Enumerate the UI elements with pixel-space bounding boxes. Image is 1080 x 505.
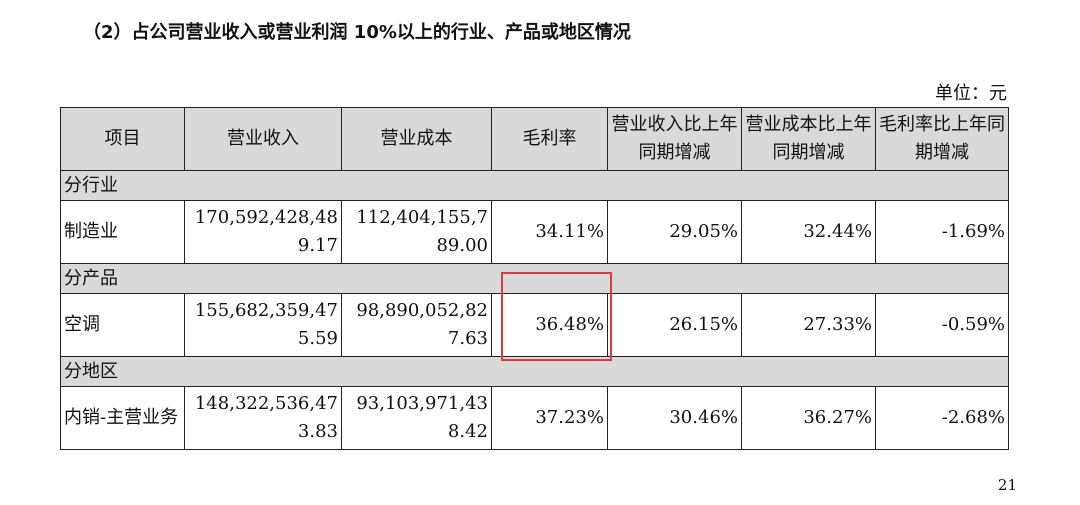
row-name: 制造业 [60,200,185,264]
table-row: 空调 155,682,359,475.59 98,890,052,827.63 … [60,293,1009,357]
header-row: 项目 营业收入 营业成本 毛利率 营业收入比上年同期增减 营业成本比上年同期增减… [60,107,1009,171]
section-heading: （2）占公司营业收入或营业利润 10%以上的行业、产品或地区情况 [83,22,631,43]
section-title: 分地区 [60,356,1009,387]
cost-cell: 93,103,971,438.42 [341,386,492,450]
revenue-cell: 170,592,428,489.17 [184,200,342,264]
segment-table: 项目 营业收入 营业成本 毛利率 营业收入比上年同期增减 营业成本比上年同期增减… [60,107,1009,450]
gross-margin-cell: 34.11% [491,200,608,264]
header-gross-margin: 毛利率 [491,107,608,171]
row-name: 内销-主营业务 [60,386,185,450]
gross-margin-cell: 37.23% [491,386,608,450]
cost-cell: 98,890,052,827.63 [341,293,492,357]
header-revenue-change: 营业收入比上年同期增减 [607,107,742,171]
section-title: 分行业 [60,170,1009,201]
cost-change-cell: 36.27% [741,386,876,450]
row-name: 空调 [60,293,185,357]
section-row-product: 分产品 [60,263,1009,294]
revenue-change-cell: 26.15% [607,293,742,357]
cost-change-cell: 32.44% [741,200,876,264]
header-item: 项目 [60,107,185,171]
revenue-cell: 155,682,359,475.59 [184,293,342,357]
revenue-change-cell: 29.05% [607,200,742,264]
header-cost-change: 营业成本比上年同期增减 [741,107,876,171]
section-row-industry: 分行业 [60,170,1009,201]
section-title: 分产品 [60,263,1009,294]
cost-change-cell: 27.33% [741,293,876,357]
gross-margin-cell: 36.48% [491,293,608,357]
table-row: 制造业 170,592,428,489.17 112,404,155,789.0… [60,200,1009,264]
table-row: 内销-主营业务 148,322,536,473.83 93,103,971,43… [60,386,1009,450]
page-number: 21 [997,476,1017,494]
header-cost: 营业成本 [341,107,492,171]
revenue-change-cell: 30.46% [607,386,742,450]
section-row-region: 分地区 [60,356,1009,387]
revenue-cell: 148,322,536,473.83 [184,386,342,450]
margin-change-cell: -0.59% [875,293,1009,357]
cost-cell: 112,404,155,789.00 [341,200,492,264]
header-margin-change: 毛利率比上年同期增减 [875,107,1009,171]
margin-change-cell: -1.69% [875,200,1009,264]
unit-label: 单位：元 [935,83,1007,104]
header-revenue: 营业收入 [184,107,342,171]
margin-change-cell: -2.68% [875,386,1009,450]
